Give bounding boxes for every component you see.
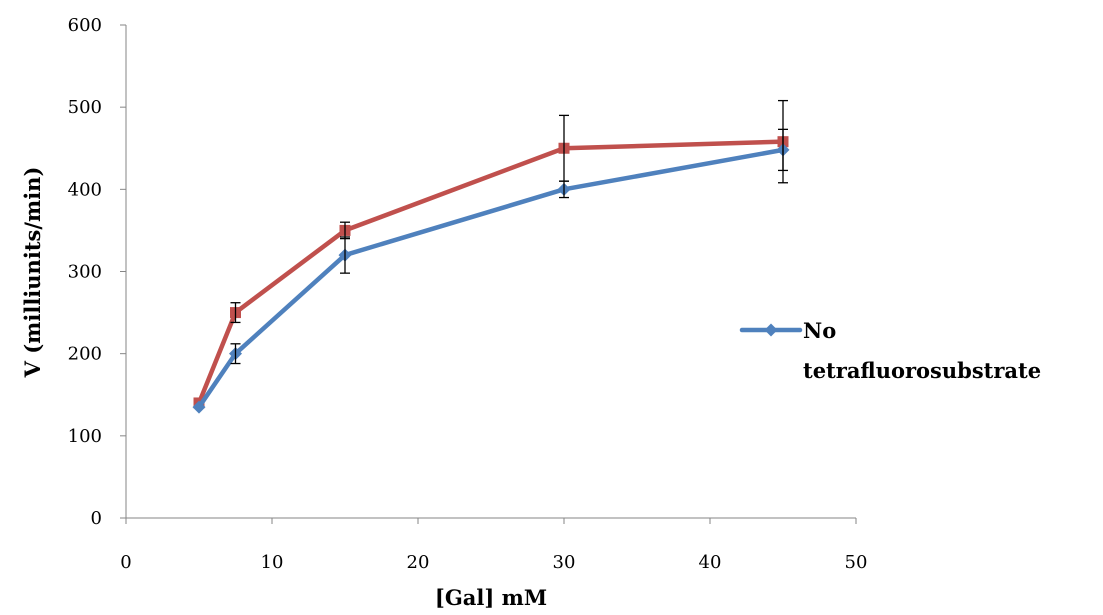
y-tick-label: 200 bbox=[68, 344, 102, 365]
series-1-line bbox=[196, 139, 786, 406]
series-1-error-bars bbox=[230, 99, 788, 324]
x-tick-label: 30 bbox=[553, 552, 576, 573]
legend-label: tetrafluorosubstrate bbox=[803, 358, 1041, 383]
series-0-line bbox=[196, 147, 786, 410]
x-tick-label: 50 bbox=[845, 552, 868, 573]
legend: No tetrafluorosubstrate bbox=[739, 318, 1041, 383]
legend-label: No bbox=[803, 318, 836, 343]
axes bbox=[125, 25, 856, 519]
legend-marker bbox=[764, 323, 778, 337]
x-axis-title: [Gal] mM bbox=[435, 585, 547, 610]
series-0-point bbox=[192, 400, 206, 414]
y-tick-label: 400 bbox=[68, 179, 102, 200]
x-tick-label: 10 bbox=[261, 552, 284, 573]
y-tick-label: 0 bbox=[91, 508, 102, 529]
y-axis-title: V (milliunits/min) bbox=[20, 167, 45, 379]
y-axis-ticks: 0 100 200 300 400 500 600 bbox=[68, 15, 126, 529]
y-tick-label: 600 bbox=[68, 15, 102, 36]
y-tick-label: 300 bbox=[68, 262, 102, 283]
series-1 bbox=[193, 136, 789, 409]
x-tick-label: 0 bbox=[120, 552, 131, 573]
y-tick-label: 100 bbox=[68, 426, 102, 447]
y-tick-label: 500 bbox=[68, 97, 102, 118]
x-tick-label: 20 bbox=[407, 552, 430, 573]
plot-area bbox=[192, 99, 790, 414]
x-tick-label: 40 bbox=[699, 552, 722, 573]
x-axis-ticks: 0 10 20 30 40 50 bbox=[120, 518, 867, 573]
